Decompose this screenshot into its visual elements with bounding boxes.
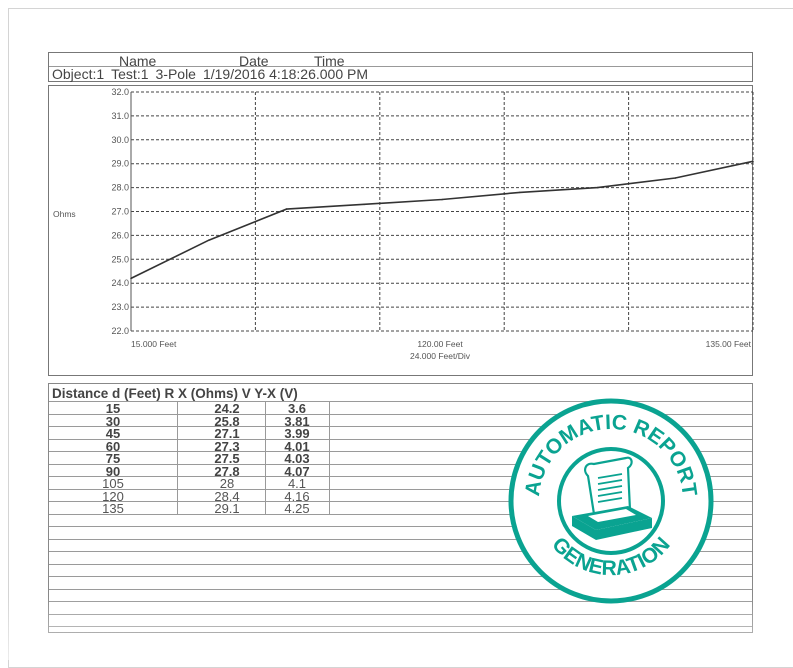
table-cell: 90 <box>105 463 121 479</box>
table-column-line <box>177 401 178 514</box>
table-row-line <box>49 476 752 477</box>
table-header: Distance d (Feet) R X (Ohms) V Y-X (V) <box>52 386 298 401</box>
table-row-line <box>49 501 752 502</box>
table-row-line <box>49 438 752 440</box>
data-point <box>130 277 132 280</box>
x-end-label: 135.00 Feet <box>706 339 752 349</box>
x-start-label: 15.000 Feet <box>131 339 177 349</box>
table-row-line <box>49 488 752 490</box>
header-values: Object:1 Test:1 3-Pole 1/19/2016 4:18:26.00… <box>52 66 375 82</box>
table-cell: 30 <box>105 413 121 429</box>
data-point <box>441 198 443 201</box>
table-cell: 120 <box>102 488 124 504</box>
data-point <box>752 160 754 163</box>
table-cell: 4.07 <box>284 463 310 479</box>
table-cell: 4.1 <box>287 476 307 491</box>
table-cell: 4.01 <box>284 438 310 454</box>
table-cell: 105 <box>102 476 124 491</box>
y-tick-label: 30.0 <box>111 135 129 145</box>
data-point <box>596 186 599 189</box>
y-tick-label: 31.0 <box>111 111 129 121</box>
table-cell: 3.81 <box>284 413 310 429</box>
table-row-line <box>49 463 752 465</box>
table-cell: 4.16 <box>284 488 310 504</box>
table-cell: 27.3 <box>214 438 240 454</box>
data-point <box>285 208 288 210</box>
table-row-line <box>49 563 752 565</box>
date-label: Date <box>239 53 269 69</box>
table-cell: 45 <box>105 426 121 441</box>
y-tick-label: 27.0 <box>111 207 129 217</box>
object-value: Object:1 <box>52 66 105 82</box>
table-row-line <box>49 413 752 415</box>
test-value: Test:1 <box>111 66 149 82</box>
time-label: Time <box>314 53 345 69</box>
y-axis-label: Ohms <box>53 209 76 219</box>
automatic-report-generation-badge: AUTOMATIC REPORT GENERATION <box>508 398 714 604</box>
printer-icon <box>572 456 652 540</box>
chart-panel: 32.0 31.0 30.0 29.0 28.0 27.0 26.0 25.0 24.0 23.0… <box>48 85 754 376</box>
y-tick-label: 25.0 <box>111 254 129 264</box>
y-tick-label: 23.0 <box>111 302 129 312</box>
table-row-line <box>49 513 752 515</box>
x-div-label: 24.000 Feet/Div <box>410 351 471 361</box>
table-cell: 29.1 <box>214 501 240 516</box>
table-row-line <box>49 451 752 452</box>
table-cell: 75 <box>105 451 121 466</box>
table-cell: 60 <box>105 438 121 454</box>
resistance-chart: 32.0 31.0 30.0 29.0 28.0 27.0 26.0 25.0 24.0 23.0… <box>53 87 754 361</box>
table-row-line <box>49 538 752 540</box>
table-cell: 24.2 <box>214 401 240 416</box>
table-cell: 3.6 <box>287 401 307 416</box>
table-cell: 4.25 <box>284 501 310 516</box>
table-cell: 4.03 <box>284 451 310 466</box>
pole-value: 3-Pole <box>155 66 196 82</box>
table-row-line <box>49 551 752 552</box>
table-column-line <box>329 401 330 514</box>
data-point <box>363 203 366 206</box>
table-row-line <box>49 588 752 590</box>
table-row-line <box>49 526 752 527</box>
table-cell: 28.4 <box>214 488 240 504</box>
table-row-line <box>49 613 752 615</box>
header-divider <box>49 66 752 67</box>
table-row-line <box>49 626 752 627</box>
y-tick-label: 26.0 <box>111 230 129 240</box>
table-row-line <box>49 576 752 577</box>
name-label: Name <box>119 53 157 69</box>
data-point <box>518 191 521 194</box>
table-cell: 28 <box>219 476 235 491</box>
y-tick-label: 29.0 <box>111 159 129 169</box>
table-cell: 135 <box>102 501 124 516</box>
y-tick-label: 32.0 <box>111 87 129 97</box>
y-tick-label: 24.0 <box>111 278 129 288</box>
data-point <box>207 239 210 241</box>
table-cell: 3.99 <box>284 426 310 441</box>
x-mid-label: 120.00 Feet <box>417 339 463 349</box>
datetime-value: 1/19/2016 4:18:26.000 PM <box>202 66 368 82</box>
data-point <box>674 177 677 179</box>
table-cell: 27.5 <box>214 451 240 466</box>
table-cell: 25.8 <box>214 413 240 429</box>
report-header: Name Date Time Object:1 Test:1 3-Pole 1/19/… <box>48 52 753 82</box>
table-cell: 15 <box>105 401 121 416</box>
table-cell: 27.8 <box>214 463 240 479</box>
y-tick-label: 22.0 <box>111 326 129 336</box>
table-column-line <box>265 401 266 514</box>
table-header-line <box>49 401 752 402</box>
resistance-series-line <box>130 160 754 280</box>
y-tick-label: 28.0 <box>111 183 129 193</box>
table-cell: 27.1 <box>214 426 240 441</box>
table-row-line <box>49 426 752 427</box>
